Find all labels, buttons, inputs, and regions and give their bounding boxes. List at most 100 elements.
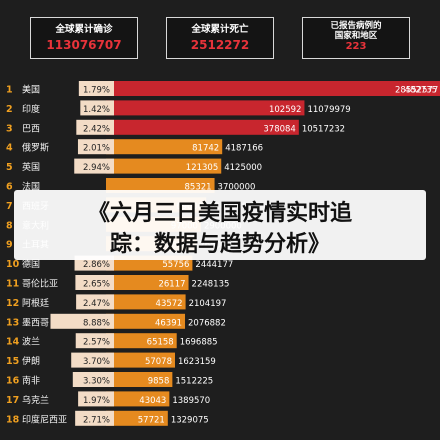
- country-label: 波兰: [22, 336, 40, 348]
- pct-bar: [80, 100, 114, 116]
- rank-label: 13: [6, 317, 19, 328]
- rank-label: 15: [6, 356, 19, 367]
- total-bar: [106, 139, 223, 155]
- cases-value-label: 1623159: [178, 357, 216, 367]
- deaths-value-label: 43043: [139, 396, 166, 406]
- deaths-value-label: 85321: [185, 183, 212, 193]
- pct-label: 2.42%: [83, 124, 110, 134]
- rank-label: 16: [6, 376, 20, 387]
- deaths-value-label: 482735: [405, 86, 437, 96]
- cases-value-label: 11079979: [307, 105, 350, 115]
- country-label: 美国: [22, 84, 40, 96]
- cases-value-label: 2076882: [188, 318, 226, 328]
- rank-label: 14: [6, 337, 20, 348]
- deaths-value-label: 57078: [145, 357, 172, 367]
- pct-bar: [71, 352, 114, 368]
- deaths-value-label: 46391: [155, 318, 182, 328]
- rank-label: 12: [6, 298, 19, 309]
- rank-label: 9: [6, 240, 13, 251]
- pct-label: 2.47%: [83, 299, 110, 309]
- rank-label: 11: [6, 279, 19, 290]
- pct-label: 1.97%: [83, 396, 110, 406]
- cases-value-label: 28552577: [395, 86, 438, 96]
- rank-label: 6: [6, 182, 13, 193]
- rank-label: 8: [6, 220, 13, 231]
- cases-value-label: 4187166: [225, 144, 263, 154]
- total-bar: [106, 100, 305, 116]
- pct-label: 3.70%: [83, 357, 110, 367]
- total-bar: [106, 391, 170, 407]
- pct-label: 2.86%: [83, 260, 110, 270]
- cases-value-label: 1512225: [175, 377, 213, 387]
- global-confirmed-label: 全球累计确诊: [55, 24, 113, 35]
- countries-box: 已报告病例的 国家和地区 223: [302, 17, 410, 59]
- deaths-value-label: 9858: [148, 377, 170, 387]
- pct-label: 1.42%: [83, 105, 110, 115]
- pct-bar: [75, 275, 114, 290]
- total-bar: [106, 158, 222, 174]
- global-deaths-box: 全球累计死亡 2512272: [166, 17, 274, 59]
- deaths-value-label: 102592: [269, 105, 301, 115]
- countries-value: 223: [345, 41, 367, 52]
- rank-label: 1: [6, 85, 13, 96]
- country-label: 法国: [22, 181, 40, 193]
- country-label: 南非: [22, 375, 40, 387]
- cases-value-label: 2104197: [189, 299, 227, 309]
- global-deaths-value: 2512272: [190, 38, 250, 52]
- total-bar: [106, 81, 440, 96]
- deaths-value-label: 121305: [186, 163, 218, 173]
- pct-bar: [77, 139, 114, 155]
- global-confirmed-box: 全球累计确诊 113076707: [30, 17, 138, 59]
- pct-label: 2.65%: [83, 280, 110, 290]
- cases-value-label: 2248135: [192, 280, 230, 290]
- deaths-value-label: 55756: [162, 260, 189, 270]
- cases-value-label: 10517232: [302, 124, 345, 134]
- cases-value-label: 2444177: [195, 260, 233, 270]
- deaths-value-label: 57721: [138, 415, 165, 425]
- country-label: 印度: [22, 103, 40, 115]
- country-label: 德国: [22, 258, 40, 270]
- pct-label: 2.57%: [83, 338, 110, 348]
- global-confirmed-value: 113076707: [46, 38, 122, 52]
- country-label: 英国: [22, 161, 40, 173]
- pct-bar: [78, 391, 114, 407]
- cases-value-label: 1696885: [180, 338, 218, 348]
- total-bar: [106, 313, 186, 329]
- country-label: 伊朗: [22, 355, 40, 367]
- total-bar: [106, 333, 177, 349]
- country-label: 印度尼西亚: [22, 413, 67, 425]
- countries-label-line2: 国家和地区: [334, 31, 378, 41]
- country-label: 哥伦比亚: [22, 278, 58, 290]
- cases-value-label: 1329075: [171, 415, 209, 425]
- rank-label: 10: [6, 259, 20, 270]
- countries-label-line1: 已报告病例的: [330, 21, 382, 31]
- total-bar: [106, 372, 173, 387]
- country-label: 阿根廷: [22, 297, 49, 309]
- global-deaths-label: 全球累计死亡: [191, 24, 249, 35]
- pct-label: 2.71%: [83, 415, 110, 425]
- rank-label: 5: [6, 162, 13, 173]
- deaths-value-label: 65158: [147, 338, 174, 348]
- pct-bar: [50, 313, 114, 329]
- rank-label: 3: [6, 123, 13, 134]
- rank-label: 7: [6, 201, 13, 212]
- title-overlay: 《六月三日美国疫情实时追 踪：数据与趋势分析》: [14, 190, 426, 260]
- country-label: 墨西哥: [22, 317, 49, 328]
- total-bar: [106, 119, 299, 135]
- total-bar: [106, 410, 168, 426]
- rank-label: 4: [6, 143, 13, 154]
- overlay-title-line1: 《六月三日美国疫情实时追: [87, 201, 352, 226]
- cases-value-label: 4125000: [224, 163, 262, 173]
- deaths-value-label: 43572: [156, 299, 183, 309]
- cases-value-label: 1389570: [172, 396, 210, 406]
- cases-value-label: 3700000: [218, 183, 256, 193]
- rank-label: 18: [6, 414, 20, 425]
- pct-bar: [74, 158, 114, 174]
- country-label: 乌克兰: [22, 394, 49, 406]
- deaths-value-label: 81742: [192, 144, 219, 154]
- pct-bar: [78, 81, 114, 96]
- pct-bar: [76, 294, 114, 310]
- pct-label: 1.79%: [83, 86, 110, 96]
- pct-label: 8.88%: [83, 318, 110, 328]
